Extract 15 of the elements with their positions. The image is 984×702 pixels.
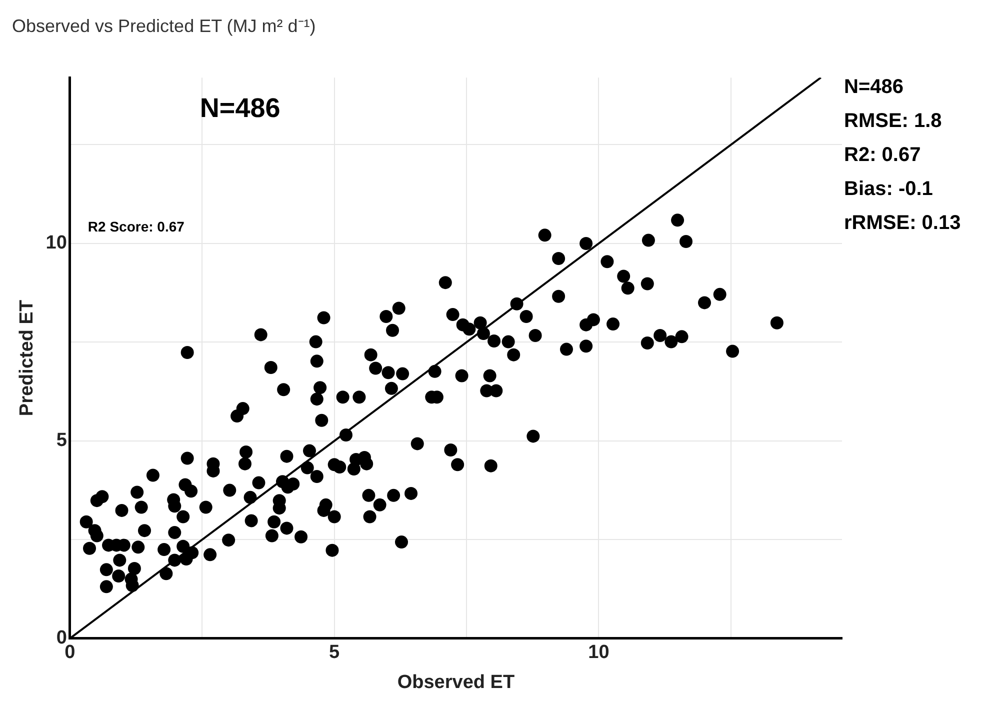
annotation: R2 Score: 0.67: [88, 218, 185, 234]
text: R2: 0.67: [844, 144, 921, 166]
annotation: N=486: [200, 93, 280, 124]
text: RMSE: 1.8: [844, 110, 942, 132]
text: N=486: [844, 76, 904, 98]
x-axis-title: Observed ET: [397, 672, 515, 693]
y-tick-label: 5: [56, 430, 68, 452]
text: Bias: -0.1: [844, 178, 933, 200]
x-tick-label: 5: [329, 642, 340, 664]
y-tick-label: 10: [46, 232, 67, 254]
x-tick-label: 10: [588, 642, 610, 664]
y-axis-title: Predicted ET: [16, 300, 38, 416]
y-tick-label: 0: [56, 628, 67, 649]
chart-title: Observed vs Predicted ET (MJ m² d⁻¹): [12, 16, 316, 36]
text: rRMSE: 0.13: [844, 212, 961, 234]
